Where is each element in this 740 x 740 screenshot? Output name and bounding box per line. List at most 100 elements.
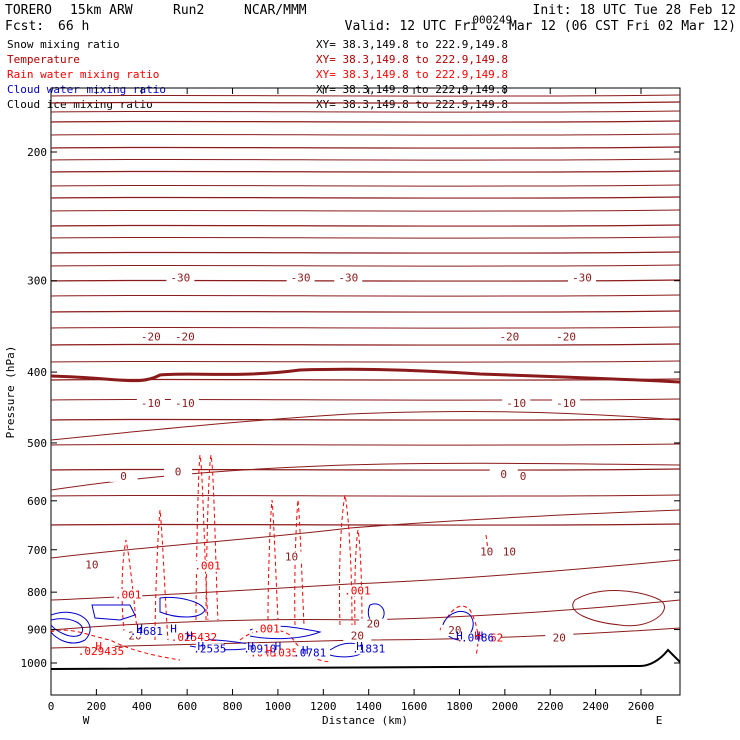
legend-xy: XY= 38.3,149.8 to 222.9,149.8 bbox=[316, 53, 508, 66]
isotherm bbox=[51, 133, 680, 136]
isotherm bbox=[51, 146, 680, 149]
rain-contour bbox=[485, 534, 489, 551]
rain-label: .001 bbox=[194, 560, 221, 573]
temperature-label-bg bbox=[502, 397, 531, 409]
header: TORERO 15km ARW Run2 NCAR/MMM Init: 18 U… bbox=[5, 3, 736, 34]
plot-frame bbox=[50, 87, 681, 696]
temperature-label-bg bbox=[440, 625, 469, 637]
temperature-label: 10 bbox=[480, 545, 493, 558]
temperature-label: -30 bbox=[338, 272, 358, 285]
y-tick-label: 600 bbox=[27, 495, 47, 508]
isotherm bbox=[51, 184, 680, 187]
isotherm bbox=[51, 418, 680, 421]
temperature-label-bg bbox=[286, 272, 315, 284]
isotherm bbox=[51, 224, 680, 227]
y-tick-label: 500 bbox=[27, 437, 47, 450]
fcst-value: 66 h bbox=[58, 19, 89, 34]
y-tick-label: 200 bbox=[27, 146, 47, 159]
temperature-contours bbox=[51, 94, 680, 649]
terrain bbox=[51, 648, 680, 670]
x-tick-label: 2000 bbox=[492, 700, 519, 713]
temperature-label-bg bbox=[334, 272, 363, 284]
maximum-marker: H bbox=[477, 629, 484, 642]
temperature-label: -20 bbox=[499, 331, 519, 344]
temperature-label-bg bbox=[343, 630, 372, 642]
isotherm bbox=[51, 494, 680, 497]
maximum-marker: H bbox=[136, 622, 143, 635]
isotherm bbox=[51, 94, 680, 97]
rain-label-bg bbox=[343, 585, 372, 597]
temperature-label-bg bbox=[359, 618, 388, 630]
y-tick-label: 900 bbox=[27, 624, 47, 637]
isotherm bbox=[51, 170, 680, 173]
temperature-label-bg bbox=[545, 632, 574, 644]
isotherm bbox=[51, 523, 680, 526]
legend-xy: XY= 38.3,149.8 to 222.9,149.8 bbox=[316, 68, 508, 81]
x-tick-label: 1000 bbox=[265, 700, 292, 713]
isotherm bbox=[51, 101, 680, 104]
isotherm bbox=[51, 158, 680, 161]
isotherm bbox=[51, 411, 680, 441]
valid-time: Valid: 12 UTC Fri 02 Mar 12 (06 CST Fri … bbox=[345, 19, 736, 34]
isotherm bbox=[51, 196, 680, 199]
rain-contour bbox=[439, 605, 479, 656]
temperature-label: 20 bbox=[553, 632, 566, 645]
temperature-label: -20 bbox=[175, 331, 195, 344]
y-tick-label: 400 bbox=[27, 366, 47, 379]
rain-contour bbox=[205, 454, 219, 621]
x-tick-label: 600 bbox=[177, 700, 197, 713]
rain-label-bg bbox=[193, 560, 222, 572]
rain-label-bg bbox=[86, 645, 115, 657]
maximum-marker: H bbox=[186, 629, 193, 642]
y-tick-label: 700 bbox=[27, 544, 47, 557]
maximum-marker: H bbox=[247, 640, 254, 653]
isotherm bbox=[51, 209, 680, 212]
x-tick-label: 2600 bbox=[628, 700, 655, 713]
temperature-label-bg bbox=[136, 331, 165, 343]
x-tick-label: 0 bbox=[48, 700, 55, 713]
temperature-label: 20 bbox=[351, 630, 364, 643]
isotherm bbox=[51, 468, 680, 471]
legend-label: Cloud ice mixing ratio bbox=[7, 98, 153, 111]
temperature-label: 0 bbox=[120, 470, 127, 483]
cloud-water-label-bg bbox=[245, 643, 274, 655]
x-axis-label: Distance (km) bbox=[322, 714, 408, 727]
temperature-label: -10 bbox=[556, 397, 576, 410]
temperature-label-bg bbox=[568, 272, 596, 284]
maximum-marker: H bbox=[266, 645, 273, 658]
isotherm bbox=[51, 509, 680, 559]
rain-label: .029435 bbox=[78, 645, 124, 658]
temperature-label: 10 bbox=[285, 551, 298, 564]
isotherm-loop bbox=[572, 590, 665, 627]
temperature-label: -10 bbox=[175, 397, 195, 410]
isotherm bbox=[51, 264, 680, 267]
x-tick-label: 1200 bbox=[310, 700, 337, 713]
cloud-water-contour bbox=[51, 611, 91, 644]
x-tick-label: 400 bbox=[132, 700, 152, 713]
cloud-water-contour bbox=[159, 597, 206, 618]
temperature-label: 20 bbox=[448, 624, 461, 637]
temperature-label: 10 bbox=[503, 545, 516, 558]
temperature-label: -30 bbox=[572, 272, 592, 285]
contour-labels: -30 -30 -30 -30-20 -20 -20 -20-10 -10 -10 -100 0 0 0… bbox=[78, 0, 648, 660]
rain-contour bbox=[338, 494, 353, 626]
maximum-marker: H bbox=[356, 640, 363, 653]
snow-label: .000212 bbox=[602, 0, 648, 2]
temperature-label-bg bbox=[136, 397, 165, 409]
isotherm bbox=[51, 398, 680, 401]
temperature-label-bg bbox=[489, 469, 518, 481]
temperature-label-bg bbox=[164, 466, 193, 478]
cloud-water-contour bbox=[91, 604, 136, 621]
maximum-marker: H bbox=[275, 640, 282, 653]
isotherm bbox=[51, 294, 680, 297]
legend-label: Rain water mixing ratio bbox=[7, 68, 159, 81]
plot-area: -30 -30 -30 -30-20 -20 -20 -20-10 -10 -10 -100 0 0 0… bbox=[50, 0, 681, 696]
rain-contour bbox=[354, 529, 363, 626]
rain-contour bbox=[267, 499, 279, 621]
temperature-label: 0 bbox=[520, 470, 527, 483]
y-tick-label: 1000 bbox=[21, 657, 48, 670]
axes: Pressure (hPa) Distance (km) W E 0 200 400… bbox=[4, 88, 680, 727]
isotherm bbox=[51, 110, 680, 113]
isotherm bbox=[51, 443, 680, 446]
